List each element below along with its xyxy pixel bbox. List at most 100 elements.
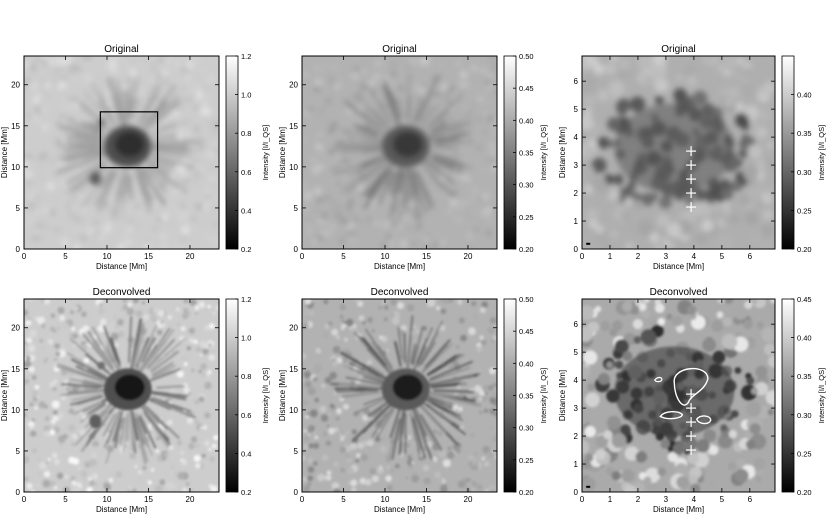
x-tick-label: 15 (422, 495, 431, 504)
panel-title: Deconvolved (650, 287, 708, 298)
x-tick-label: 4 (692, 495, 697, 504)
intensity-image (582, 299, 775, 492)
marker-plus-1 (686, 146, 697, 157)
scale-marker (586, 485, 591, 488)
colorbar-tick-label: 0.6 (241, 411, 251, 420)
x-tick-label: 1 (608, 495, 613, 504)
colorbar-tick-label: 0.35 (797, 372, 812, 381)
y-tick-label: 4 (574, 133, 579, 142)
colorbar-label: Intensity [I/I_QS] (817, 125, 826, 180)
x-tick-label: 3 (664, 252, 669, 261)
y-tick-label: 5 (16, 447, 21, 456)
x-tick-label: 20 (186, 495, 195, 504)
y-axis-label: Distance [Mm] (278, 127, 287, 178)
colorbar-tick-label: 0.45 (519, 327, 534, 336)
colorbar-tick-label: 0.40 (519, 359, 534, 368)
colorbar-tick-label: 0.20 (519, 488, 534, 497)
colorbar (781, 298, 795, 493)
y-axis-label: Distance [Mm] (278, 370, 287, 421)
x-tick-label: 0 (580, 252, 585, 261)
y-tick-label: 15 (11, 122, 20, 131)
x-tick-label: 0 (300, 495, 305, 504)
panel-title: Deconvolved (371, 287, 429, 298)
colorbar-tick-label: 0.25 (797, 206, 812, 215)
x-tick-label: 10 (381, 252, 390, 261)
y-tick-label: 4 (574, 376, 579, 385)
colorbar-tick-label: 0.30 (797, 168, 812, 177)
x-tick-label: 5 (63, 495, 68, 504)
colorbar-tick-label: 0.25 (519, 213, 534, 222)
colorbar-tick-label: 0.25 (519, 456, 534, 465)
y-tick-label: 5 (574, 105, 579, 114)
x-tick-label: 4 (692, 252, 697, 261)
colorbar-tick-label: 0.6 (241, 168, 251, 177)
x-tick-label: 0 (22, 252, 27, 261)
x-tick-label: 2 (636, 252, 641, 261)
colorbar-tick-label: 0.30 (797, 411, 812, 420)
colorbar-tick-label: 0.35 (797, 129, 812, 138)
y-tick-label: 20 (289, 81, 298, 90)
y-tick-label: 5 (574, 348, 579, 357)
colorbar (225, 298, 239, 493)
contour-2 (654, 376, 663, 383)
x-tick-label: 5 (720, 252, 725, 261)
x-tick-label: 0 (580, 495, 585, 504)
x-tick-label: 2 (636, 495, 641, 504)
colorbar-tick-label: 1.0 (241, 91, 251, 100)
x-axis-label: Distance [Mm] (96, 505, 147, 514)
marker-plus-5 (686, 445, 697, 456)
x-axis-label: Distance [Mm] (653, 505, 704, 514)
x-tick-label: 1 (608, 252, 613, 261)
x-tick-label: 5 (341, 495, 346, 504)
colorbar-tick-label: 0.30 (519, 424, 534, 433)
y-tick-label: 20 (11, 324, 20, 333)
marker-plus-1 (686, 389, 697, 400)
scale-marker (586, 242, 591, 245)
panel-title: Original (661, 44, 695, 55)
colorbar-tick-label: 0.35 (519, 149, 534, 158)
y-tick-label: 20 (11, 81, 20, 90)
panel-title: Original (382, 44, 416, 55)
plot-frame (301, 55, 498, 250)
x-tick-label: 10 (103, 495, 112, 504)
colorbar-tick-label: 0.50 (519, 52, 534, 61)
y-tick-label: 3 (574, 404, 579, 413)
x-tick-label: 20 (186, 252, 195, 261)
x-axis-label: Distance [Mm] (374, 262, 425, 271)
y-tick-label: 10 (11, 406, 20, 415)
x-axis-label: Distance [Mm] (374, 505, 425, 514)
y-tick-label: 15 (11, 365, 20, 374)
colorbar-tick-label: 0.8 (241, 129, 251, 138)
marker-plus-3 (686, 417, 697, 428)
x-axis-label: Distance [Mm] (653, 262, 704, 271)
x-tick-label: 6 (748, 495, 753, 504)
granulation-texture (582, 299, 775, 492)
y-tick-label: 10 (289, 163, 298, 172)
intensity-image (582, 56, 775, 249)
granulation-texture (582, 56, 775, 249)
granulation-texture (24, 299, 219, 492)
colorbar-tick-label: 1.2 (241, 295, 251, 304)
granulation-texture (302, 56, 497, 249)
colorbar-tick-label: 1.0 (241, 334, 251, 343)
colorbar-tick-label: 0.4 (241, 206, 251, 215)
x-tick-label: 20 (464, 495, 473, 504)
colorbar-tick-label: 0.45 (519, 84, 534, 93)
x-tick-label: 15 (144, 495, 153, 504)
intensity-image (24, 56, 219, 249)
chart-panel-2: 0 5 10 15 20 0 5 10 15 20 Original Distance [Mm] Dis… (278, 44, 548, 271)
panel-title: Original (104, 44, 138, 55)
chart-panel-6: 0 1 2 3 4 5 6 0 1 2 3 4 5 6 Deconvolved Distance [Mm] Di… (558, 287, 826, 514)
y-tick-label: 6 (574, 320, 579, 329)
colorbar-tick-label: 0.40 (797, 91, 812, 100)
y-tick-label: 15 (289, 365, 298, 374)
colorbar-tick-label: 0.8 (241, 372, 251, 381)
intensity-image (24, 299, 219, 492)
colorbar-tick-label: 0.4 (241, 449, 251, 458)
y-axis-label: Distance [Mm] (558, 370, 567, 421)
chart-panel-4: 0 5 10 15 20 0 5 10 15 20 Deconvolved Distance [Mm]… (0, 287, 270, 514)
x-tick-label: 3 (664, 495, 669, 504)
colorbar-tick-label: 0.20 (797, 245, 812, 254)
x-tick-label: 10 (103, 252, 112, 261)
